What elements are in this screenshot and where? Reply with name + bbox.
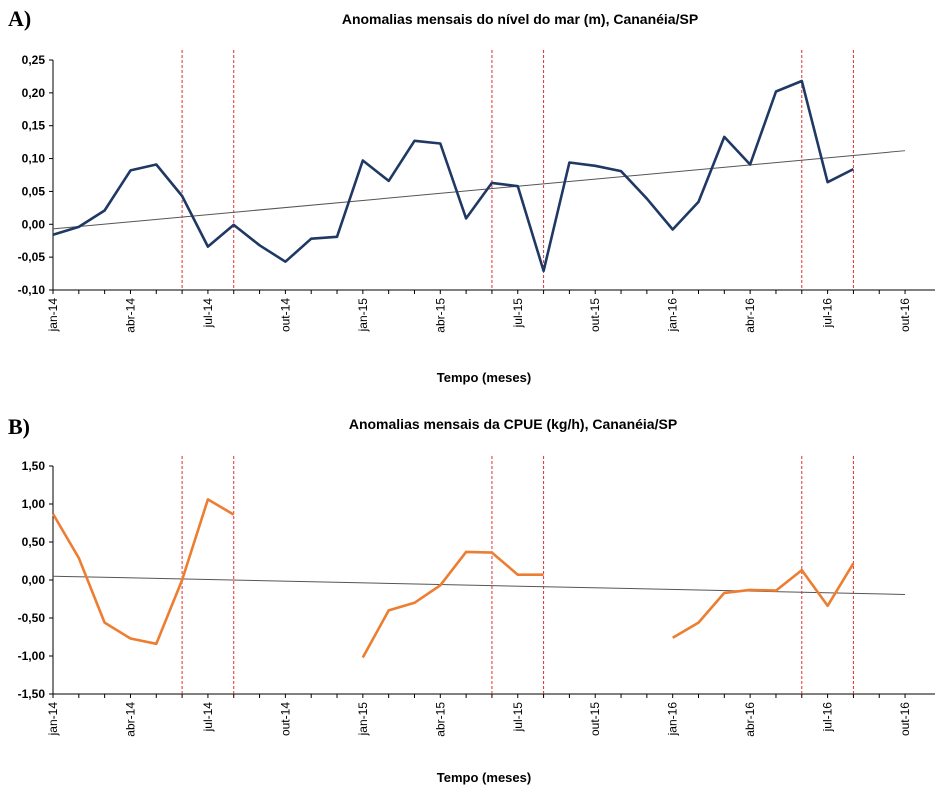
- panel-a-x-tick-label: abr-14: [123, 298, 137, 333]
- panel-a-xlabel: Tempo (meses): [436, 370, 532, 385]
- panel-b-y-tick-label: -1,00: [18, 649, 46, 663]
- panel-b-y-tick-label: 1,50: [22, 459, 46, 473]
- panel-b-x-tick-label: jan-16: [666, 702, 680, 737]
- panel-a-x-tick-label: out-16: [898, 298, 912, 332]
- panel-b-letter: B): [8, 414, 30, 439]
- panel-b-x-tick-label: abr-16: [743, 702, 757, 737]
- panel-b-x-tick-label: abr-15: [433, 702, 447, 737]
- panel-a-y-tick-label: -0,10: [18, 283, 46, 297]
- panel-a-y-tick-label: 0,25: [22, 53, 46, 67]
- panel-b-x-tick-label: jul-16: [821, 702, 835, 733]
- panel-a-x-tick-label: jan-16: [666, 298, 680, 333]
- panel-a-y-tick-label: -0,05: [18, 250, 46, 264]
- panel-a-y-tick-label: 0,00: [22, 217, 46, 231]
- panel-b-series-line: [361, 550, 544, 659]
- panel-b-xlabel: Tempo (meses): [436, 770, 532, 785]
- panel-a-chart: 0,25 0,20 0,15 0,10 0,05 0,00 -0,05 -0,10jan-14…: [18, 50, 935, 333]
- panel-a-x-tick-label: out-15: [588, 298, 602, 332]
- panel-b-x-tick-label: abr-14: [123, 702, 137, 737]
- panel-a-title: Anomalias mensais do nível do mar (m), C…: [341, 11, 699, 27]
- panel-a-y-tick-label: 0,05: [22, 184, 46, 198]
- panel-b-y-tick-label: 1,00: [22, 497, 46, 511]
- panel-a-x-tick-label: jul-14: [201, 298, 215, 329]
- panel-b-series-line: [51, 498, 235, 646]
- panel-b-x-tick-label: out-14: [278, 702, 292, 736]
- panel-a-x-tick-label: jul-15: [511, 298, 525, 329]
- panel-a-letter: A): [8, 6, 32, 31]
- panel-b-title: Anomalias mensais da CPUE (kg/h), Canané…: [348, 416, 678, 432]
- panel-b-x-tick-label: jul-15: [511, 702, 525, 733]
- panel-b-y-tick-label: -0,50: [18, 611, 46, 625]
- panel-a-x-tick-label: abr-15: [433, 298, 447, 333]
- panel-a-x-tick-label: out-14: [278, 298, 292, 332]
- panel-a-x-tick-label: jan-15: [356, 298, 370, 333]
- panel-a-trendline: [52, 150, 906, 230]
- panel-b-y-tick-label: -1,50: [18, 687, 46, 701]
- panel-a-x-tick-label: jan-14: [46, 298, 60, 333]
- panel-a-y-tick-label: 0,15: [22, 119, 46, 133]
- panel-a-x-tick-label: abr-16: [743, 298, 757, 333]
- panel-a-y-tick-label: 0,20: [22, 86, 46, 100]
- panel-b-x-tick-label: out-16: [898, 702, 912, 736]
- panel-a-y-tick-label: 0,10: [22, 152, 46, 166]
- panel-b-x-tick-label: jul-14: [201, 702, 215, 733]
- panel-b-series-line: [672, 562, 855, 639]
- panel-b-x-tick-label: out-15: [588, 702, 602, 736]
- panel-b-y-tick-label: 0,50: [22, 535, 46, 549]
- panel-b-x-tick-label: jan-14: [46, 702, 60, 737]
- panel-a-x-tick-label: jul-16: [821, 298, 835, 329]
- panel-b-x-tick-label: jan-15: [356, 702, 370, 737]
- panel-a-series-line: [52, 79, 854, 273]
- panel-b-y-tick-label: 0,00: [22, 573, 46, 587]
